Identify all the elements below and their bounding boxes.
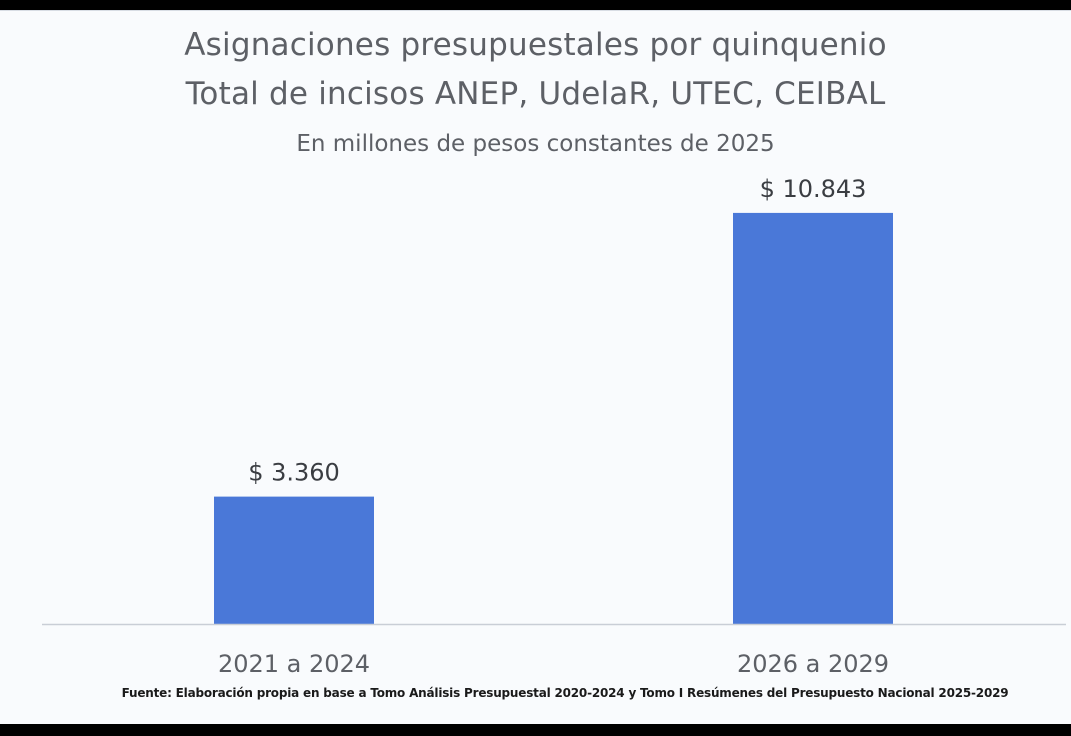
bar-2: [733, 212, 893, 624]
chart-source-note: Fuente: Elaboración propia en base a Tom…: [121, 686, 1009, 700]
data-label-2: $ 10.843: [760, 175, 867, 203]
bar-1: [214, 496, 374, 624]
x-tick-label-2: 2026 a 2029: [737, 650, 889, 678]
chart-units-subtitle: En millones de pesos constantes de 2025: [296, 131, 775, 157]
data-label-1: $ 3.360: [248, 459, 340, 487]
bottom-black-bar: [0, 724, 1071, 736]
chart-subtitle: Total de incisos ANEP, UdelaR, UTEC, CEI…: [185, 76, 886, 112]
chart-title: Asignaciones presupuestales por quinquen…: [184, 27, 887, 63]
x-tick-label-1: 2021 a 2024: [218, 650, 370, 678]
